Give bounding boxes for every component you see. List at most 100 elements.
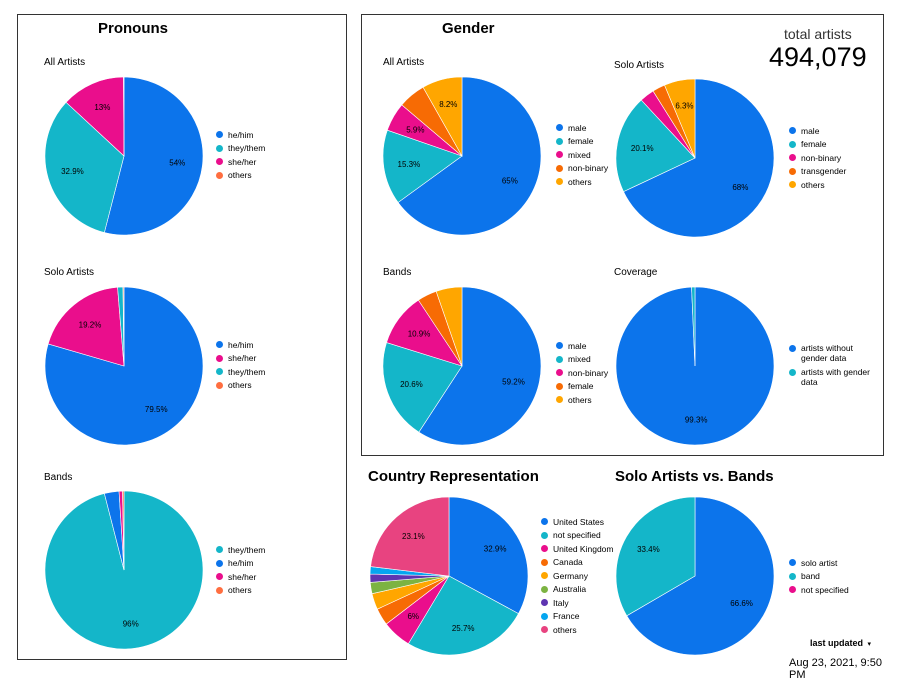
gen-bands-data-label: 59.2% (502, 377, 525, 386)
legend-dot-icon (789, 181, 796, 188)
legend-dot-icon (556, 369, 563, 376)
legend-label: male (568, 123, 586, 133)
solo-bands-title: Solo Artists vs. Bands (615, 468, 774, 485)
legend-item[interactable]: others (216, 169, 265, 183)
legend-dot-icon (556, 138, 563, 145)
legend-item[interactable]: United Kingdom (541, 542, 613, 556)
gen-all-subtitle: All Artists (383, 57, 424, 68)
pronouns-title: Pronouns (98, 20, 168, 37)
legend-item[interactable]: they/them (216, 543, 265, 557)
legend-item[interactable]: female (556, 135, 608, 149)
legend-label: United Kingdom (553, 544, 613, 554)
legend-item[interactable]: Australia (541, 583, 613, 597)
legend-dot-icon (216, 355, 223, 362)
legend-item[interactable]: France (541, 610, 613, 624)
legend-dot-icon (789, 154, 796, 161)
legend-item[interactable]: not specified (541, 529, 613, 543)
legend-label: female (801, 139, 827, 149)
legend-item[interactable]: he/him (216, 128, 265, 142)
legend-label: Australia (553, 584, 586, 594)
legend-item[interactable]: others (789, 178, 846, 192)
coverage-pie-chart: 99.3% (616, 287, 774, 445)
legend-item[interactable]: male (789, 124, 846, 138)
legend-item[interactable]: not specified (789, 583, 849, 597)
legend-item[interactable]: Germany (541, 569, 613, 583)
last-updated-dropdown[interactable]: last updated ▾ (810, 638, 871, 648)
legend-dot-icon (789, 559, 796, 566)
legend-label: others (228, 380, 252, 390)
legend-item[interactable]: they/them (216, 365, 265, 379)
legend-item[interactable]: solo artist (789, 556, 849, 570)
legend-label: artists without gender data (801, 343, 879, 363)
legend-item[interactable]: band (789, 570, 849, 584)
legend-label: band (801, 571, 820, 581)
legend-item[interactable]: others (541, 623, 613, 637)
legend-item[interactable]: others (216, 584, 265, 598)
total-artists-value: 494,079 (769, 42, 867, 73)
legend-item[interactable]: Italy (541, 596, 613, 610)
legend-item[interactable]: artists with gender data (789, 367, 879, 387)
legend-dot-icon (541, 599, 548, 606)
legend-item[interactable]: Canada (541, 556, 613, 570)
country-data-label: 32.9% (484, 545, 507, 554)
legend-label: artists with gender data (801, 367, 879, 387)
legend-label: non-binary (568, 368, 608, 378)
legend-item[interactable]: female (556, 380, 608, 394)
legend-dot-icon (216, 546, 223, 553)
legend-item[interactable]: non-binary (789, 151, 846, 165)
legend-label: solo artist (801, 558, 837, 568)
legend-label: mixed (568, 150, 591, 160)
legend-item[interactable]: female (789, 138, 846, 152)
legend-item[interactable]: non-binary (556, 366, 608, 380)
legend-label: mixed (568, 354, 591, 364)
pron-bands-subtitle: Bands (44, 472, 72, 483)
legend-dot-icon (556, 396, 563, 403)
coverage-data-label: 99.3% (685, 416, 708, 425)
legend-item[interactable]: artists without gender data (789, 343, 879, 363)
pron-bands-pie-chart: 96% (45, 491, 203, 649)
legend-item[interactable]: others (216, 379, 265, 393)
legend-label: not specified (801, 585, 849, 595)
legend-dot-icon (556, 165, 563, 172)
gen-all-data-label: 5.9% (406, 125, 424, 134)
legend-item[interactable]: male (556, 121, 608, 135)
legend-label: female (568, 381, 594, 391)
legend-item[interactable]: he/him (216, 557, 265, 571)
legend-item[interactable]: non-binary (556, 162, 608, 176)
legend-item[interactable]: she/her (216, 570, 265, 584)
legend-item[interactable]: mixed (556, 353, 608, 367)
solo-bands-data-label: 66.6% (730, 599, 753, 608)
legend-label: they/them (228, 143, 265, 153)
legend-item[interactable]: transgender (789, 165, 846, 179)
pron-bands-data-label: 96% (123, 619, 139, 628)
legend-item[interactable]: they/them (216, 142, 265, 156)
legend-label: Canada (553, 557, 583, 567)
legend-label: they/them (228, 367, 265, 377)
legend-label: others (801, 180, 825, 190)
legend-dot-icon (541, 626, 548, 633)
legend-dot-icon (789, 141, 796, 148)
legend-label: he/him (228, 340, 254, 350)
legend-item[interactable]: others (556, 175, 608, 189)
gen-all-data-label: 15.3% (398, 160, 421, 169)
gen-solo-data-label: 6.3% (675, 101, 693, 110)
legend-label: transgender (801, 166, 846, 176)
legend-item[interactable]: United States (541, 515, 613, 529)
legend-dot-icon (216, 158, 223, 165)
legend-dot-icon (556, 383, 563, 390)
legend-item[interactable]: others (556, 393, 608, 407)
legend-item[interactable]: she/her (216, 155, 265, 169)
legend-item[interactable]: he/him (216, 338, 265, 352)
legend-dot-icon (556, 356, 563, 363)
pron-all-pie-chart: 54%32.9%13% (45, 77, 203, 235)
legend-item[interactable]: she/her (216, 352, 265, 366)
pron-solo-data-label: 79.5% (145, 405, 168, 414)
legend-label: Germany (553, 571, 588, 581)
legend-item[interactable]: male (556, 339, 608, 353)
legend-label: she/her (228, 572, 256, 582)
chevron-down-icon: ▾ (866, 641, 871, 648)
legend-item[interactable]: mixed (556, 148, 608, 162)
